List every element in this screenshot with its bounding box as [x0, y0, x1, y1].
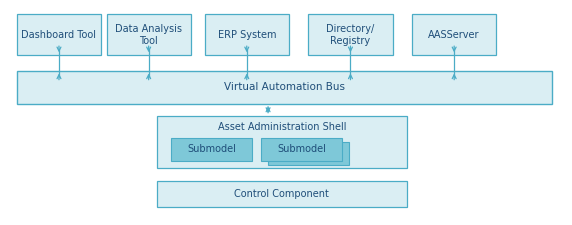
Text: Directory/
Registry: Directory/ Registry — [327, 24, 375, 46]
FancyBboxPatch shape — [157, 116, 407, 168]
FancyBboxPatch shape — [308, 14, 392, 55]
Text: Virtual Automation Bus: Virtual Automation Bus — [224, 82, 345, 92]
Text: Data Analysis
Tool: Data Analysis Tool — [115, 24, 182, 46]
FancyBboxPatch shape — [268, 142, 349, 165]
FancyBboxPatch shape — [157, 181, 407, 207]
FancyBboxPatch shape — [17, 71, 552, 104]
FancyBboxPatch shape — [205, 14, 289, 55]
Text: Submodel: Submodel — [187, 144, 236, 154]
FancyBboxPatch shape — [261, 138, 342, 161]
Text: Control Component: Control Component — [235, 189, 329, 199]
Text: Submodel: Submodel — [277, 144, 326, 154]
Text: Dashboard Tool: Dashboard Tool — [22, 30, 97, 40]
FancyBboxPatch shape — [171, 138, 252, 161]
Text: Asset Administration Shell: Asset Administration Shell — [217, 122, 346, 132]
FancyBboxPatch shape — [17, 14, 101, 55]
FancyBboxPatch shape — [106, 14, 190, 55]
Text: ERP System: ERP System — [217, 30, 276, 40]
FancyBboxPatch shape — [412, 14, 496, 55]
Text: AASServer: AASServer — [428, 30, 480, 40]
